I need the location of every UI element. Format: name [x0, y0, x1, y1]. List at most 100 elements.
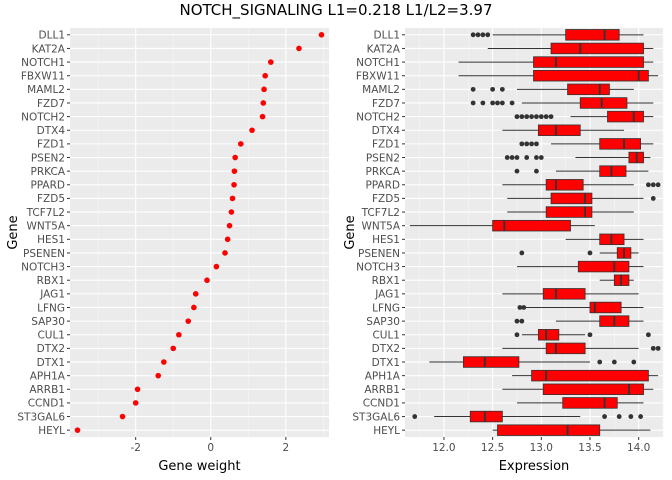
box-iqr: [492, 219, 571, 232]
box-lfng: [517, 301, 644, 314]
y-tick-label: PPARD: [30, 180, 65, 192]
outlier-point: [628, 414, 634, 419]
outlier-point: [655, 345, 661, 351]
y-tick-label: DLL1: [39, 30, 65, 42]
x-tick-label: -2: [130, 442, 140, 454]
data-point-arrb1: [134, 386, 141, 393]
y-tick-label: NOTCH2: [356, 111, 400, 123]
data-point-wnt5a: [226, 222, 233, 229]
box-fbxw11: [458, 69, 659, 82]
box-fzd7: [470, 97, 654, 109]
box-tcf7l2: [507, 206, 634, 218]
y-tick-label: TCF7L2: [361, 207, 400, 219]
data-point-dll1: [318, 32, 325, 38]
data-point-psenen: [222, 250, 228, 256]
data-point-notch1: [268, 59, 274, 65]
y-tick-label: PSEN2: [366, 152, 400, 164]
box-iqr: [577, 260, 630, 273]
data-point-st3gal6: [119, 413, 126, 420]
box-iqr: [565, 29, 620, 41]
box-iqr: [531, 369, 649, 382]
data-point-kat2a: [296, 45, 302, 52]
y-tick-label: HEYL: [38, 425, 65, 437]
outlier-point: [534, 155, 539, 160]
outlier-point: [514, 114, 520, 120]
y-axis-title: Gene: [6, 215, 21, 249]
y-tick-label: TCF7L2: [26, 207, 65, 219]
y-tick-label: PPARD: [365, 180, 400, 192]
box-notch2: [514, 110, 654, 123]
box-prkca: [514, 165, 649, 177]
data-point-tcf7l2: [228, 209, 235, 215]
outlier-point: [499, 86, 505, 92]
outlier-point: [524, 141, 530, 147]
y-tick-label: NOTCH3: [356, 261, 400, 273]
outlier-point: [534, 168, 539, 174]
y-tick-label: LFNG: [37, 302, 65, 314]
box-iqr: [550, 42, 644, 55]
data-point-ccnd1: [132, 400, 139, 406]
box-dtx4: [502, 124, 625, 136]
outlier-point: [631, 359, 637, 365]
y-tick-label: HES1: [372, 234, 400, 246]
data-point-dtx4: [249, 127, 255, 134]
data-point-psen2: [232, 154, 238, 161]
box-iqr: [545, 342, 586, 355]
y-tick-label: JAG1: [39, 289, 65, 301]
box-st3gal6: [412, 410, 644, 423]
y-tick-label: KAT2A: [367, 43, 401, 55]
x-tick-label: 13.5: [578, 442, 601, 454]
box-hes1: [565, 233, 644, 246]
y-tick-label: JAG1: [374, 289, 400, 301]
x-tick-label: 12.5: [481, 442, 504, 454]
y-tick-label: HES1: [37, 234, 65, 246]
y-tick-label: PSENEN: [23, 248, 65, 260]
box-iqr: [607, 110, 644, 123]
box-iqr: [533, 69, 649, 82]
outlier-point: [529, 141, 534, 147]
outlier-point: [650, 182, 656, 188]
outlier-point: [470, 32, 476, 38]
y-axis-title: Gene: [343, 215, 358, 249]
outlier-point: [587, 332, 593, 338]
y-tick-label: CUL1: [37, 330, 65, 342]
box-wnt5a: [409, 219, 595, 232]
y-tick-label: KAT2A: [32, 43, 66, 55]
outlier-point: [534, 141, 539, 147]
data-point-prkca: [231, 168, 238, 174]
box-heyl: [492, 424, 651, 436]
y-tick-label: DTX1: [372, 357, 400, 369]
data-point-aph1a: [155, 372, 162, 379]
box-iqr: [562, 397, 618, 409]
outlier-point: [645, 182, 651, 188]
outlier-point: [521, 305, 527, 310]
y-tick-label: PSENEN: [358, 248, 400, 260]
data-point-maml2: [261, 86, 267, 93]
outlier-point: [499, 100, 505, 106]
box-cul1: [514, 329, 651, 341]
box-iqr: [599, 165, 627, 177]
box-iqr: [533, 56, 644, 68]
outlier-point: [519, 114, 525, 120]
y-tick-label: FBXW11: [21, 71, 65, 83]
y-tick-label: HEYL: [373, 425, 400, 437]
y-tick-label: DTX2: [37, 343, 65, 355]
outlier-point: [495, 100, 500, 106]
y-tick-label: PRKCA: [366, 166, 401, 178]
outlier-point: [524, 114, 530, 120]
y-tick-label: DTX4: [372, 125, 401, 137]
y-tick-label: FZD5: [37, 193, 65, 205]
y-tick-label: DTX2: [372, 343, 400, 355]
box-iqr: [567, 83, 610, 96]
box-iqr: [545, 206, 593, 218]
y-tick-label: ARRB1: [29, 384, 65, 396]
x-axis-title: Expression: [499, 459, 570, 474]
x-tick-label: 0: [207, 442, 214, 454]
y-tick-label: LFNG: [372, 302, 400, 314]
outlier-point: [645, 332, 651, 338]
outlier-point: [514, 155, 520, 160]
chart-title: NOTCH_SIGNALING L1=0.218 L1/L2=3.97: [179, 1, 493, 19]
box-psen2: [504, 151, 651, 164]
